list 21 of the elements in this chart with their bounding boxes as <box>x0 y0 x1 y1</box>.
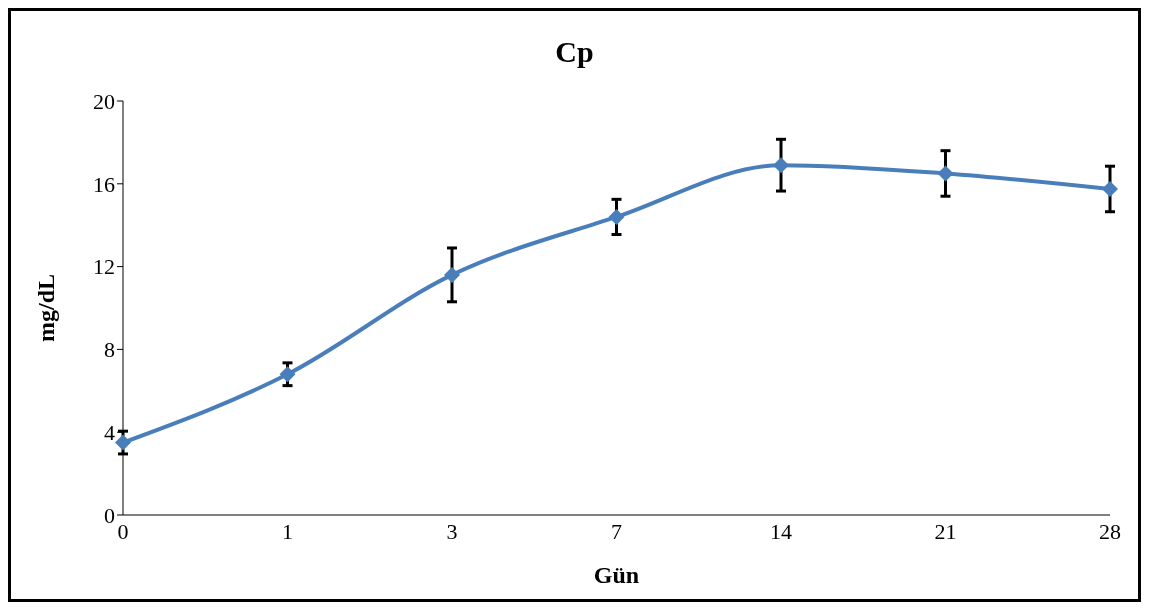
y-tick-label: 12 <box>93 254 115 280</box>
point <box>608 208 625 225</box>
point <box>279 366 296 383</box>
x-tick-label: 21 <box>934 518 957 544</box>
y-tick-label: 4 <box>104 420 115 446</box>
y-tick-label: 16 <box>93 171 115 197</box>
point <box>1102 180 1118 197</box>
y-tick-label: 20 <box>93 88 115 114</box>
y-axis-title: mg/dL <box>32 273 59 343</box>
x-axis-title: Gün <box>593 562 640 588</box>
y-tick-label: 0 <box>104 502 115 528</box>
point <box>444 266 460 283</box>
x-tick-label: 28 <box>1099 518 1121 544</box>
x-tick-label: 1 <box>282 518 293 544</box>
point <box>937 165 954 182</box>
point <box>773 157 789 174</box>
x-tick-label: 14 <box>770 518 792 544</box>
x-tick-label: 7 <box>611 518 622 544</box>
chart-title: Cp <box>554 35 595 70</box>
y-tick-label: 8 <box>104 337 115 363</box>
x-tick-label: 3 <box>446 518 458 544</box>
